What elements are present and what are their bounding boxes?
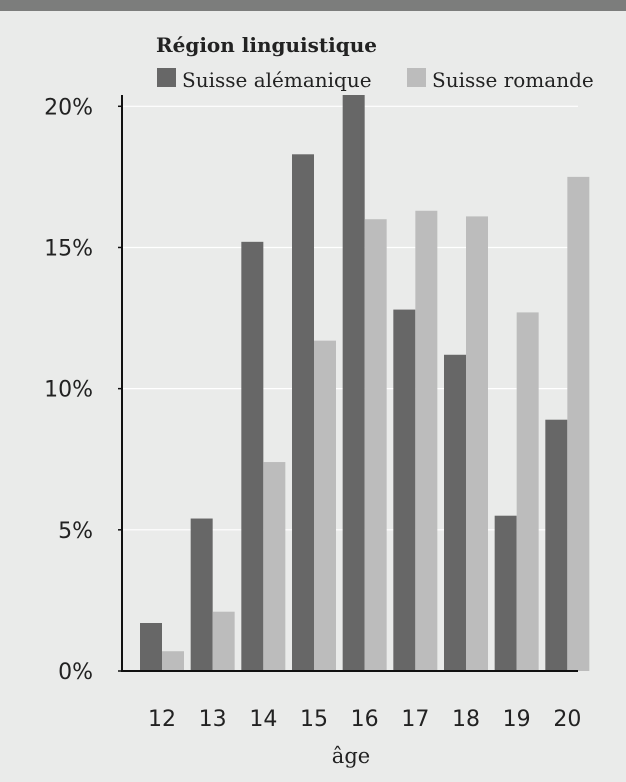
bar-suisse-romande-13	[212, 611, 235, 671]
x-tick-label: 19	[503, 707, 531, 732]
y-tick-label: 0%	[58, 660, 93, 685]
legend: Région linguistique Suisse alémanique Suis…	[156, 33, 594, 92]
x-tick-label: 18	[452, 707, 480, 732]
bar-suisse-romande-15	[314, 340, 336, 671]
bar-suisse-romande-16	[364, 219, 387, 671]
bar-suisse-alemanique-17	[393, 309, 416, 671]
bar-suisse-alemanique-13	[190, 518, 213, 671]
legend-item-suisse-alemanique-label: Suisse alémanique	[182, 68, 372, 92]
tick-labels: 0% 5% 10% 15% 20% 12 13 14 15 16 17 18 19 20	[44, 95, 581, 732]
x-axis-title: âge	[332, 744, 370, 768]
axes	[118, 95, 578, 672]
y-tick-label: 10%	[44, 378, 93, 403]
y-tick-label: 5%	[58, 519, 93, 544]
bar-suisse-romande-20	[567, 176, 590, 671]
bar-suisse-romande-18	[466, 216, 488, 672]
x-tick-label: 20	[553, 707, 581, 732]
bar-suisse-alemanique-14	[241, 241, 264, 671]
bar-suisse-alemanique-12	[140, 623, 162, 671]
y-tick-label: 20%	[44, 95, 93, 120]
x-tick-label: 13	[199, 707, 227, 732]
x-tick-label: 16	[351, 707, 379, 732]
x-tick-label: 14	[249, 707, 277, 732]
legend-title: Région linguistique	[156, 33, 377, 57]
bar-suisse-alemanique-18	[444, 354, 466, 671]
bar-suisse-alemanique-16	[342, 95, 365, 671]
bar-suisse-alemanique-15	[292, 154, 314, 671]
bar-suisse-romande-19	[516, 312, 539, 671]
x-tick-label: 12	[148, 707, 176, 732]
bars	[140, 95, 590, 672]
bar-suisse-alemanique-19	[494, 515, 517, 671]
bar-suisse-romande-17	[415, 210, 438, 671]
bar-chart: 0% 5% 10% 15% 20% 12 13 14 15 16 17 18 19 20 Région l…	[44, 33, 594, 768]
bar-suisse-alemanique-20	[545, 419, 568, 671]
legend-item-suisse-romande-label: Suisse romande	[432, 68, 594, 92]
bar-suisse-romande-12	[162, 651, 184, 671]
legend-item-suisse-romande-swatch	[407, 68, 426, 87]
x-tick-label: 15	[300, 707, 328, 732]
bar-suisse-romande-14	[263, 462, 286, 671]
x-tick-label: 17	[401, 707, 429, 732]
y-tick-label: 15%	[44, 236, 93, 261]
legend-item-suisse-alemanique-swatch	[157, 68, 176, 87]
